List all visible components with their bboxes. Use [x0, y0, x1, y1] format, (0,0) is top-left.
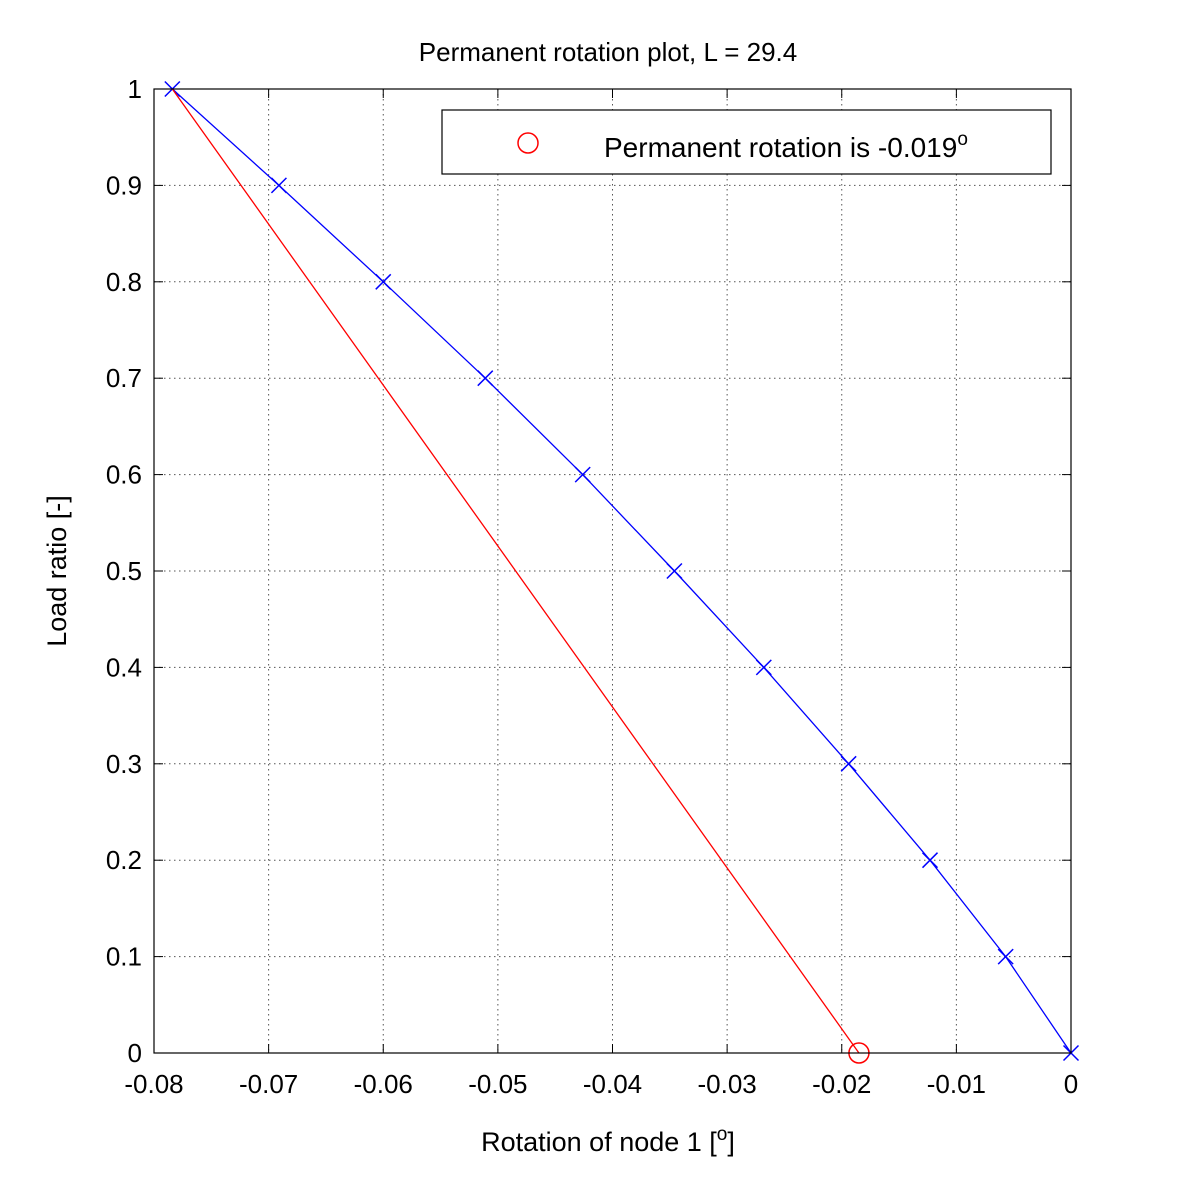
- legend: Permanent rotation is -0.019o: [441, 109, 1052, 175]
- x-tick-label: -0.01: [927, 1069, 986, 1099]
- legend-text: Permanent rotation is -0.019o: [604, 129, 968, 163]
- x-tick-label: 0: [1064, 1069, 1078, 1099]
- y-axis-label: Load ratio [-]: [42, 495, 72, 647]
- series-layer: [164, 80, 1080, 1064]
- x-tick-label: -0.06: [354, 1069, 413, 1099]
- y-tick-label: 0.6: [106, 460, 142, 490]
- x-axis-label-prefix: Rotation of node 1 [: [481, 1127, 717, 1157]
- y-tick-label: 0.7: [106, 363, 142, 393]
- x-tick-label: -0.03: [697, 1069, 756, 1099]
- grid: [154, 89, 1071, 1053]
- data-point-x-marker: [840, 755, 857, 772]
- data-point-x-marker: [270, 177, 287, 194]
- series-line-1: [171, 88, 860, 1054]
- data-point-x-marker: [997, 948, 1014, 965]
- data-point-x-marker: [921, 852, 939, 869]
- data-point-x-marker: [666, 562, 683, 580]
- y-tick-label: 0: [128, 1038, 142, 1068]
- y-tick-label: 0.3: [106, 749, 142, 779]
- x-axis-label-degree: o: [717, 1124, 728, 1145]
- legend-box: [441, 109, 1052, 175]
- y-tick-label: 0.5: [106, 556, 142, 586]
- legend-marker-circle: [517, 132, 539, 154]
- x-tick-label: -0.08: [124, 1069, 183, 1099]
- x-tick-label: -0.07: [239, 1069, 298, 1099]
- y-tick-label: 0.2: [106, 845, 142, 875]
- y-tick-label: 1: [128, 74, 142, 104]
- x-tick-label: -0.02: [812, 1069, 871, 1099]
- y-tick-label: 0.8: [106, 267, 142, 297]
- legend-text-degree: o: [957, 129, 968, 150]
- legend-text-main: Permanent rotation is -0.019: [604, 132, 957, 163]
- x-tick-label: -0.05: [468, 1069, 527, 1099]
- plot-area: [154, 89, 1071, 1053]
- x-tick-label: -0.04: [583, 1069, 642, 1099]
- data-point-x-marker: [477, 370, 494, 387]
- data-point-x-marker: [755, 659, 772, 676]
- x-axis-label-suffix: ]: [727, 1127, 735, 1157]
- data-point-x-marker: [375, 273, 392, 290]
- y-tick-label: 0.1: [106, 942, 142, 972]
- chart-title: Permanent rotation plot, L = 29.4: [419, 37, 797, 67]
- ticks: -0.08 -0.07 -0.06 -0.05 -0.04 -0.03 -0.02 -0.01…: [106, 74, 1078, 1099]
- x-axis-label: Rotation of node 1 [o]: [481, 1124, 735, 1157]
- data-point-x-marker: [574, 466, 591, 483]
- y-tick-label: 0.4: [106, 652, 142, 682]
- y-tick-label: 0.9: [106, 170, 142, 200]
